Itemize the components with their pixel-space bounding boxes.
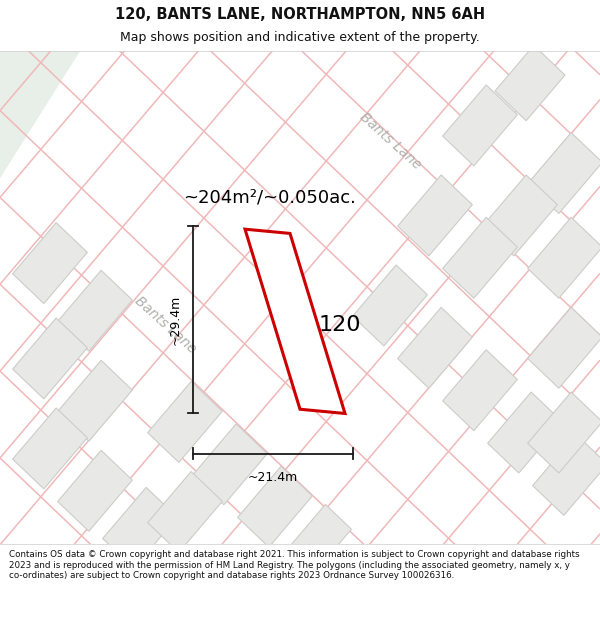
Polygon shape bbox=[13, 222, 88, 304]
Polygon shape bbox=[398, 308, 472, 388]
Polygon shape bbox=[193, 424, 268, 505]
Polygon shape bbox=[527, 217, 600, 298]
Polygon shape bbox=[0, 51, 80, 178]
Text: Bants Lane: Bants Lane bbox=[131, 293, 199, 356]
Text: 120, BANTS LANE, NORTHAMPTON, NN5 6AH: 120, BANTS LANE, NORTHAMPTON, NN5 6AH bbox=[115, 7, 485, 22]
Polygon shape bbox=[443, 217, 517, 298]
Text: Bants Lane: Bants Lane bbox=[356, 110, 424, 173]
Text: 120: 120 bbox=[319, 314, 361, 334]
Polygon shape bbox=[533, 434, 600, 516]
Polygon shape bbox=[482, 175, 557, 256]
Polygon shape bbox=[289, 504, 352, 572]
Polygon shape bbox=[13, 408, 88, 489]
Polygon shape bbox=[443, 350, 517, 431]
Text: ~204m²/~0.050ac.: ~204m²/~0.050ac. bbox=[184, 188, 356, 206]
Polygon shape bbox=[13, 318, 88, 399]
Text: Contains OS data © Crown copyright and database right 2021. This information is : Contains OS data © Crown copyright and d… bbox=[9, 550, 580, 580]
Polygon shape bbox=[443, 85, 517, 166]
Polygon shape bbox=[148, 381, 223, 462]
Polygon shape bbox=[527, 308, 600, 388]
Polygon shape bbox=[238, 466, 313, 547]
Polygon shape bbox=[353, 265, 427, 346]
Polygon shape bbox=[527, 392, 600, 473]
Polygon shape bbox=[58, 451, 133, 531]
Text: Map shows position and indicative extent of the property.: Map shows position and indicative extent… bbox=[120, 31, 480, 44]
Polygon shape bbox=[103, 488, 178, 568]
Polygon shape bbox=[58, 270, 133, 351]
Text: ~29.4m: ~29.4m bbox=[169, 294, 182, 345]
Polygon shape bbox=[398, 175, 472, 256]
Polygon shape bbox=[495, 46, 565, 121]
Polygon shape bbox=[58, 360, 133, 441]
Polygon shape bbox=[245, 229, 345, 414]
Polygon shape bbox=[148, 471, 223, 552]
Polygon shape bbox=[527, 132, 600, 214]
Text: ~21.4m: ~21.4m bbox=[248, 471, 298, 484]
Polygon shape bbox=[488, 392, 562, 473]
